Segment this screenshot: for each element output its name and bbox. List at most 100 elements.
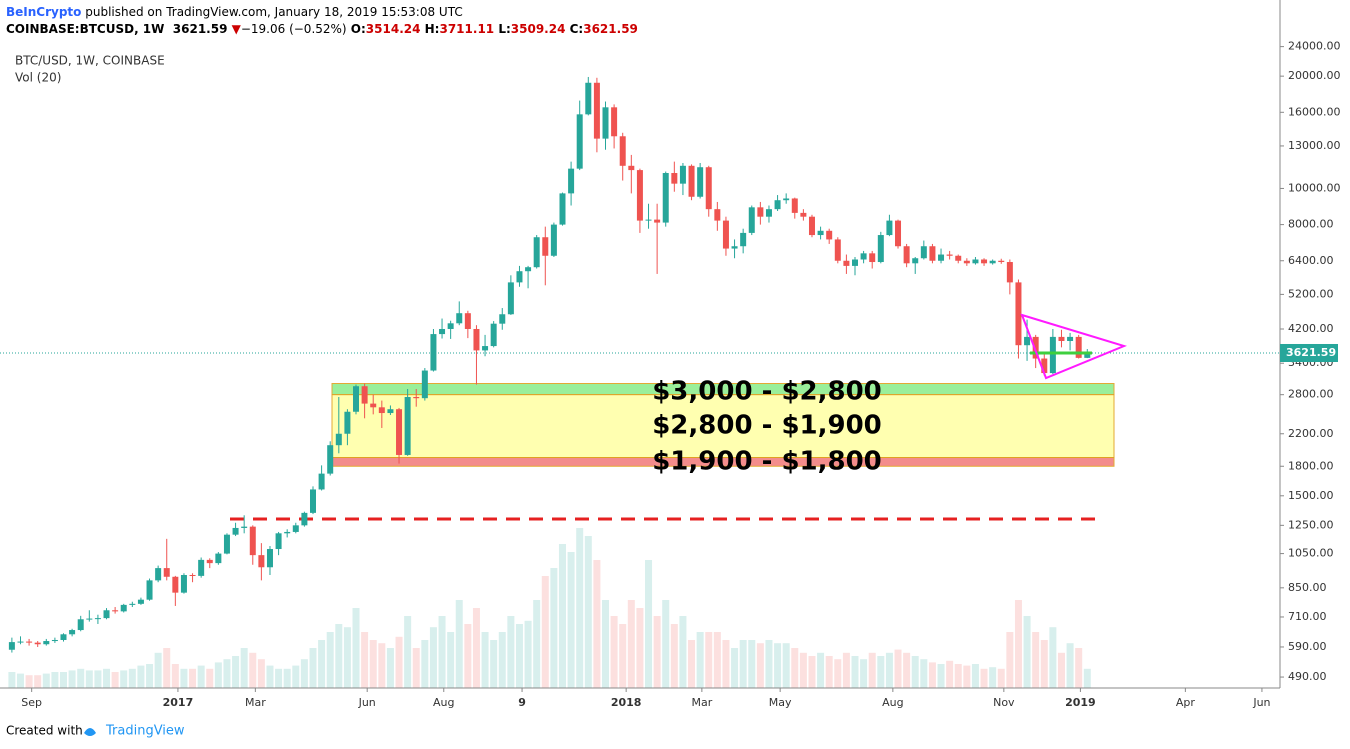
body — [981, 259, 988, 264]
volume-bar — [318, 640, 326, 688]
body — [903, 246, 910, 264]
body — [232, 527, 239, 535]
volume-bar — [60, 672, 68, 688]
volume-bar — [515, 624, 523, 688]
y-tick-label: 850.00 — [1288, 581, 1327, 594]
symbol: COINBASE:BTCUSD, 1W — [6, 22, 165, 36]
volume-bar — [756, 643, 764, 688]
body — [198, 559, 205, 576]
volume-bar — [1083, 668, 1091, 688]
volume-bar — [980, 668, 988, 688]
volume-bar — [1057, 652, 1065, 688]
y-tick-label: 6400.00 — [1288, 254, 1334, 267]
body — [490, 323, 497, 347]
price-label: 3621.59 — [1286, 346, 1336, 359]
y-tick-label: 10000.00 — [1288, 181, 1341, 194]
volume-bar — [326, 632, 334, 688]
body — [163, 568, 170, 577]
body — [103, 610, 110, 619]
body — [697, 167, 704, 197]
volume-bar — [197, 665, 205, 688]
body — [120, 604, 127, 612]
body — [8, 642, 15, 650]
y-tick-label: 13000.00 — [1288, 139, 1341, 152]
x-tick-label: May — [769, 696, 792, 709]
volume-bar — [1032, 632, 1040, 688]
volume-bar — [292, 665, 300, 688]
candle-layer: $3,000 - $2,800 $2,800 - $1,900 $1,900 - $… — [0, 76, 1280, 653]
volume-bar — [971, 664, 979, 688]
volume-bar — [189, 668, 197, 688]
body — [69, 630, 76, 635]
volume-bar — [490, 640, 498, 688]
body — [963, 260, 970, 264]
y-tick-label: 1800.00 — [1288, 459, 1334, 472]
body — [834, 239, 841, 261]
body — [473, 328, 480, 351]
body — [86, 618, 93, 620]
l-val: 3509.24 — [510, 22, 566, 36]
body — [499, 314, 506, 324]
body — [593, 82, 600, 139]
body — [507, 282, 514, 315]
body — [671, 173, 678, 184]
x-tick-label: Aug — [882, 696, 903, 709]
body — [180, 574, 187, 593]
volume-bar — [94, 670, 102, 688]
volume-bar — [670, 624, 678, 688]
y-tick-label: 24000.00 — [1288, 40, 1341, 53]
y-tick-label: 590.00 — [1288, 640, 1327, 653]
body — [929, 246, 936, 261]
body — [421, 370, 428, 399]
volume-bar — [214, 662, 222, 688]
body — [189, 574, 196, 576]
body — [714, 209, 721, 221]
h-val: 3711.11 — [439, 22, 495, 36]
x-tick-label: Mar — [691, 696, 712, 709]
volume-bar — [404, 616, 412, 688]
volume-bar — [223, 659, 231, 688]
volume-bar — [808, 656, 816, 688]
volume-bar — [989, 667, 997, 688]
volume-bar — [877, 656, 885, 688]
body — [576, 114, 583, 169]
body — [895, 220, 902, 247]
volume-bar — [619, 624, 627, 688]
body — [129, 603, 136, 605]
body — [387, 409, 394, 414]
body — [112, 610, 119, 612]
volume-bar — [593, 560, 601, 688]
body — [439, 328, 446, 335]
body — [43, 641, 50, 645]
c-val: 3621.59 — [583, 22, 638, 36]
l: L: — [498, 22, 511, 36]
h: H: — [424, 22, 440, 36]
volume-bar — [146, 664, 154, 688]
volume-bar — [300, 659, 308, 688]
body — [920, 246, 927, 259]
volume-bar — [584, 536, 592, 688]
body — [482, 346, 489, 351]
volume-bar — [378, 643, 386, 688]
volume-bar — [137, 665, 145, 688]
y-tick-label: 2200.00 — [1288, 427, 1334, 440]
volume-bar — [498, 632, 506, 688]
volume-bar — [361, 632, 369, 688]
body — [722, 220, 729, 249]
zone-layer — [331, 383, 1115, 467]
volume-bar — [1040, 640, 1048, 688]
body — [353, 386, 360, 412]
body — [559, 193, 566, 225]
volume-bar — [369, 640, 377, 688]
body — [550, 224, 557, 256]
volume-bar — [817, 652, 825, 688]
c: C: — [569, 22, 584, 36]
body — [1006, 262, 1013, 283]
volume-bar — [645, 560, 653, 688]
y-tick-label: 20000.00 — [1288, 69, 1341, 82]
body — [533, 237, 540, 268]
brand: TradingView — [105, 724, 185, 739]
x-tick-label: Nov — [993, 696, 1015, 709]
arrow: ▼ — [231, 22, 241, 36]
body — [731, 246, 738, 249]
